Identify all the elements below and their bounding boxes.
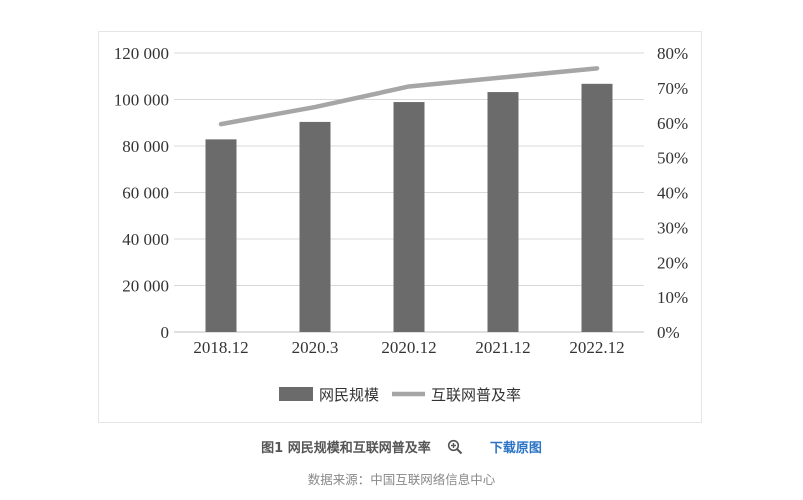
figure-caption: 图1 网民规模和互联网普及率	[261, 441, 431, 456]
y-right-tick-label: 70%	[657, 79, 688, 98]
line-series	[218, 66, 600, 127]
chart: 0 20 000 40 000 60 000 80 000 100 000 120 000 0…	[114, 44, 688, 404]
figure-caption-row: 图1 网民规模和互联网普及率 下载原图	[0, 437, 803, 459]
zoom-in-icon[interactable]	[447, 439, 463, 459]
y-left-tick-label: 0	[161, 323, 170, 342]
y-right-tick-label: 0%	[657, 323, 680, 342]
bar	[487, 92, 519, 332]
x-tick-label: 2020.3	[292, 338, 339, 357]
y-left-tick-label: 100 000	[114, 91, 169, 110]
y-right-tick-label: 60%	[657, 114, 688, 133]
figure-frame: 0 20 000 40 000 60 000 80 000 100 000 120 000 0…	[98, 31, 702, 423]
legend-label: 网民规模	[319, 387, 379, 404]
y-right-tick-label: 80%	[657, 44, 688, 63]
y-left-tick-label: 80 000	[122, 137, 169, 156]
y-left-tick-label: 120 000	[114, 44, 169, 63]
y-right-tick-label: 30%	[657, 218, 688, 237]
bar	[205, 139, 237, 332]
bar	[299, 121, 331, 333]
y-left-tick-label: 40 000	[122, 230, 169, 249]
x-tick-label: 2021.12	[475, 338, 530, 357]
y-right-tick-label: 40%	[657, 184, 688, 203]
y-right-tick-label: 20%	[657, 253, 688, 272]
bar	[393, 102, 425, 333]
x-tick-label: 2020.12	[381, 338, 436, 357]
y-left-tick-label: 60 000	[122, 184, 169, 203]
y-right-tick-label: 10%	[657, 288, 688, 307]
x-tick-label: 2018.12	[193, 338, 248, 357]
download-original-link[interactable]: 下载原图	[489, 441, 542, 456]
bar	[581, 83, 613, 332]
y-left-tick-label: 20 000	[122, 277, 169, 296]
legend-label: 互联网普及率	[431, 387, 521, 404]
legend-bar-swatch	[279, 387, 313, 401]
y-right-tick-label: 50%	[657, 149, 688, 168]
data-source: 数据来源：中国互联网络信息中心	[307, 472, 496, 487]
x-tick-label: 2022.12	[569, 338, 624, 357]
